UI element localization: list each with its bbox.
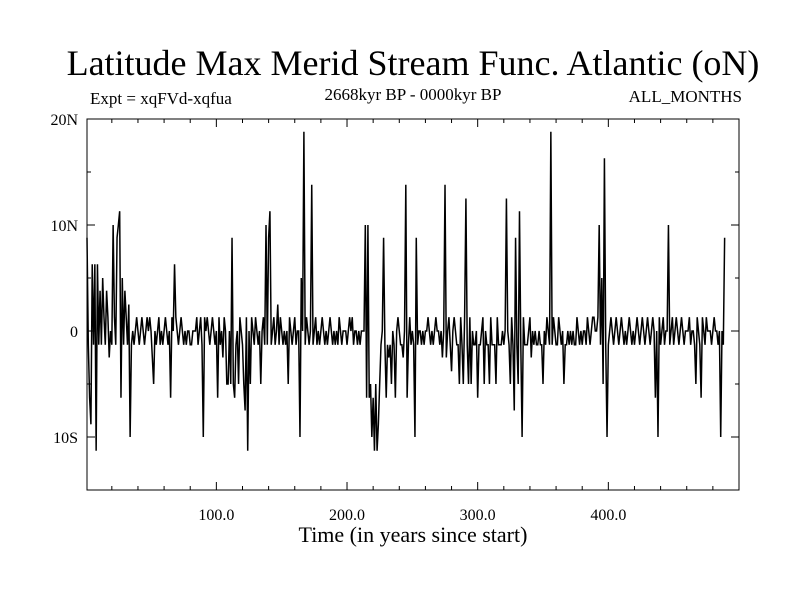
x-tick-label: 400.0	[590, 507, 626, 524]
axis-ticks	[87, 118, 739, 491]
x-tick-label: 200.0	[329, 507, 365, 524]
tick-labels: 100.0 200.0 300.0 400.0 20N 10N 0 10S	[50, 112, 626, 524]
y-tick-label: 0	[70, 324, 78, 341]
chart-title: Latitude Max Merid Stream Func. Atlantic…	[66, 43, 760, 83]
y-tick-label: 20N	[50, 112, 78, 129]
y-tick-label: 10N	[50, 218, 78, 235]
period-label: 2668kyr BP - 0000kyr BP	[324, 85, 502, 104]
plot-frame	[86, 118, 740, 491]
x-tick-label: 100.0	[198, 507, 234, 524]
months-label: ALL_MONTHS	[628, 87, 742, 106]
y-tick-label: 10S	[53, 430, 78, 447]
experiment-label: Expt = xqFVd-xqfua	[90, 89, 232, 108]
series-line	[86, 131, 726, 451]
x-axis-label: Time (in years since start)	[298, 522, 528, 547]
x-tick-label: 300.0	[460, 507, 496, 524]
